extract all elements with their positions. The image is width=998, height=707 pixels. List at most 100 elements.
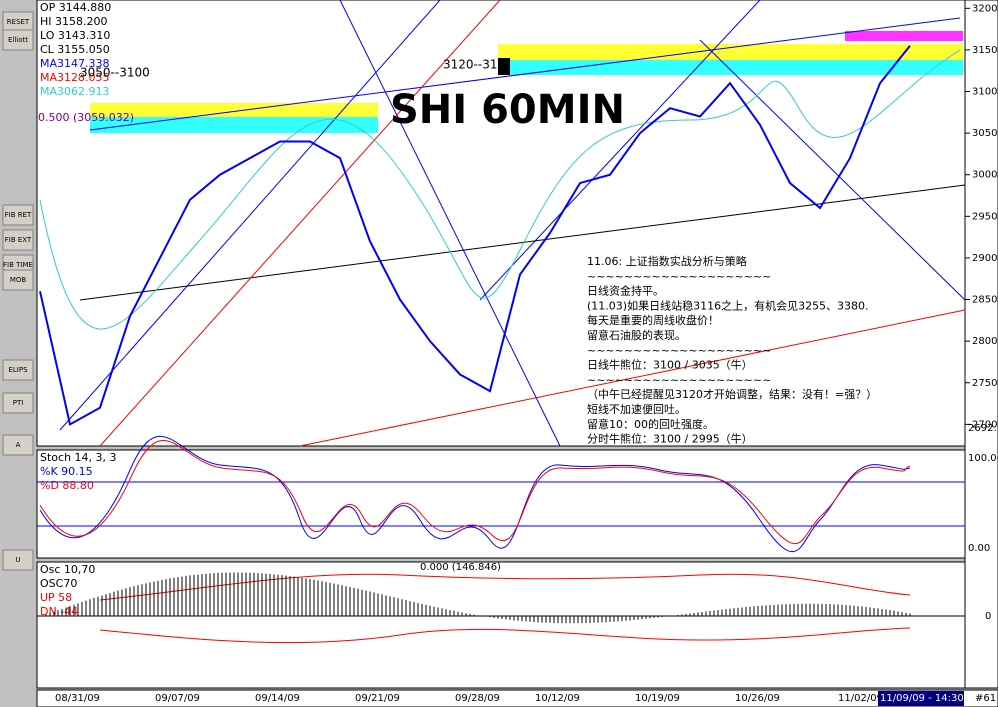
- note-line: （中午已经提醒见3120才开始调整，结果：没有！=强？）: [587, 387, 877, 401]
- tool-label[interactable]: A: [16, 441, 21, 449]
- trend-line: [99, 0, 501, 447]
- zone: [90, 103, 378, 117]
- price-axis: [964, 0, 998, 689]
- note-line: 分时牛熊位：3100 / 2995（牛）: [587, 432, 753, 446]
- note-line: 留意石油股的表现。: [587, 328, 686, 342]
- y-tick-label: 3050: [972, 128, 997, 139]
- note-line: 留意10：00的回吐强度。: [587, 417, 714, 431]
- date-axis: [36, 689, 998, 707]
- osc-lower: [99, 627, 911, 644]
- date-highlight: [878, 691, 964, 706]
- dates: 08/31/09 09/07/09 09/14/09 09/21/09 09/28/09…: [55, 691, 996, 706]
- price-tag: 2692.: [968, 423, 997, 434]
- trend-line: [479, 0, 761, 301]
- y-tick-label: 3000: [972, 170, 997, 181]
- osc-level: 0.000 (146.846): [420, 562, 501, 573]
- tool-label[interactable]: RESET: [7, 18, 30, 26]
- date-label: 11/09/09 - 14:30: [880, 693, 964, 704]
- toolbar: RESET Elliott FIB RET FIB EXT FIB TIME MOB ELI…: [2, 11, 34, 571]
- date-label: 09/14/09: [255, 693, 300, 704]
- stoch-d-line: [39, 439, 911, 545]
- tool-button[interactable]: [2, 434, 34, 456]
- tool-label[interactable]: Elliott: [8, 36, 28, 44]
- y-tick-label: 3100: [972, 87, 997, 98]
- note-line: 日线牛熊位：3100 / 3035（牛）: [587, 358, 753, 372]
- tool-label[interactable]: FIB RET: [5, 211, 32, 219]
- y-tick-label: 3200: [972, 3, 997, 14]
- tool-button[interactable]: [2, 359, 34, 381]
- note-line: ~~~~~~~~~~~~~~~~~~~~: [587, 344, 771, 357]
- stoch-k-line: [39, 435, 911, 553]
- zone: [498, 44, 963, 60]
- price-line: [39, 45, 911, 426]
- tool-label[interactable]: ELIPS: [8, 366, 28, 374]
- stoch-panel: [36, 449, 966, 559]
- y-tick-label: 2800: [972, 336, 997, 347]
- date-label: 10/26/09: [735, 693, 780, 704]
- info: LO 3143.310: [40, 29, 110, 42]
- note-line: 日线资金持平。: [587, 284, 664, 298]
- tool-label[interactable]: MOB: [10, 276, 27, 284]
- stoch-d: %D 88.80: [40, 479, 94, 492]
- y-tick-label: 2700: [972, 419, 997, 430]
- tool-button[interactable]: [2, 229, 34, 251]
- tool-button[interactable]: [2, 549, 34, 571]
- tool-button[interactable]: [2, 204, 34, 226]
- info: CL 3155.050: [40, 43, 110, 56]
- date-label: 08/31/09: [55, 693, 100, 704]
- date-label: #61: [975, 693, 996, 704]
- stoch-k: %K 90.15: [40, 465, 93, 478]
- trend-line: [59, 0, 441, 431]
- stoch-tick: 100.00: [968, 453, 998, 464]
- osc-panel: [36, 561, 966, 689]
- date-label: 10/19/09: [635, 693, 680, 704]
- trend-line: [89, 17, 961, 131]
- trend-line: [699, 39, 966, 301]
- notes: 11.06: 上证指数实战分析与策略~~~~~~~~~~~~~~~~~~~~日线…: [587, 254, 877, 446]
- info: MA3147.338: [40, 57, 110, 70]
- info: MA3128.055: [40, 71, 110, 84]
- y-tick-label: 2750: [972, 378, 997, 389]
- osc-name: OSC70: [40, 577, 77, 590]
- y-tick-label: 3150: [972, 45, 997, 56]
- tool-label[interactable]: FIB TIME: [3, 261, 33, 269]
- osc-zero: 0: [985, 611, 991, 622]
- date-label: 10/12/09: [535, 693, 580, 704]
- tool-button[interactable]: [2, 29, 34, 51]
- y-tick-label: 2950: [972, 211, 997, 222]
- info: 0.500 (3059.032): [38, 111, 134, 124]
- y-tick-label: 2900: [972, 253, 997, 264]
- note-line: 11.06: 上证指数实战分析与策略: [587, 254, 747, 268]
- band-line: [39, 49, 961, 330]
- note-line: (11.03)如果日线站稳3116之上，有机会见3255、3380.: [587, 298, 869, 312]
- note-line: ~~~~~~~~~~~~~~~~~~~~: [587, 270, 771, 283]
- tool-button[interactable]: [2, 392, 34, 414]
- info: HI 3158.200: [40, 15, 108, 28]
- date-label: 09/21/09: [355, 693, 400, 704]
- note-line: ~~~~~~~~~~~~~~~~~~~~: [587, 373, 771, 386]
- osc-title: Osc 10,70: [40, 563, 95, 576]
- trend-line: [79, 184, 966, 301]
- osc-up: UP 58: [40, 591, 72, 604]
- zone: [498, 60, 963, 75]
- zone-label: 3050--3100: [80, 66, 150, 80]
- note-line: 短线不加速便回吐。: [587, 402, 686, 416]
- chart-title: SHI 60MIN: [390, 87, 625, 133]
- tool-button[interactable]: [2, 269, 34, 291]
- tool-label[interactable]: U: [15, 556, 20, 564]
- stoch-tick: 0.00: [968, 543, 990, 554]
- stoch-title: Stoch 14, 3, 3: [40, 451, 117, 464]
- zone: [845, 31, 963, 41]
- zone-marker: [498, 58, 510, 75]
- info: OP 3144.880: [40, 1, 111, 14]
- trend-lines: [39, 0, 966, 447]
- y-tick-label: 2850: [972, 295, 997, 306]
- trend-line: [299, 309, 966, 447]
- tool-label[interactable]: FIB EXT: [5, 236, 32, 244]
- zone-label: 3120--316: [443, 58, 505, 72]
- date-label: 09/28/09: [455, 693, 500, 704]
- date-label: 11/02/09: [838, 693, 883, 704]
- tool-label[interactable]: PTI: [13, 399, 24, 407]
